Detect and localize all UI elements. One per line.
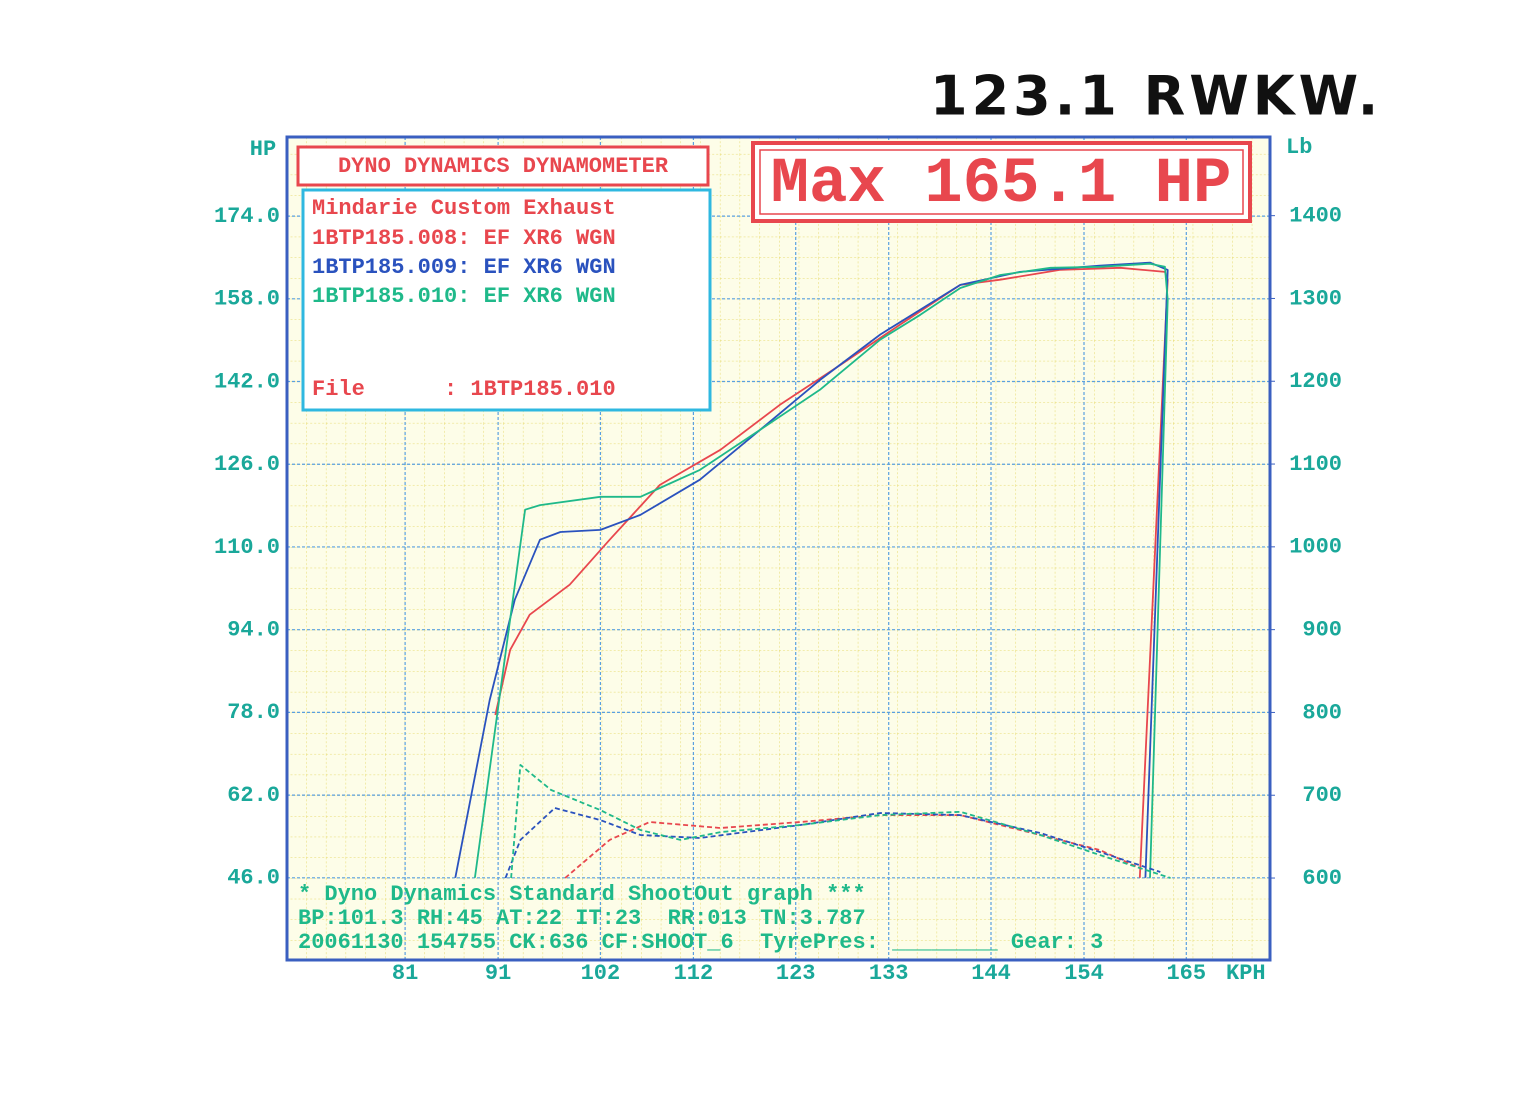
footer-line: * Dyno Dynamics Standard ShootOut graph …: [298, 882, 866, 907]
x-tick-label: 165: [1166, 961, 1206, 986]
footer-line: 20061130 154755 CK:636 CF:SHOOT_6 TyrePr…: [298, 930, 1103, 955]
annotation: 123.1 RWKW.: [930, 65, 1382, 128]
x-tick-label: 81: [392, 961, 418, 986]
torque-line: [504, 807, 1161, 879]
plot-frame: [285, 135, 1272, 962]
y2-tick-label: 1200: [1289, 369, 1342, 394]
y2-axis-label: Lb: [1286, 135, 1312, 160]
y-tick-label: 94.0: [227, 617, 280, 642]
x-tick-label: 144: [971, 961, 1011, 986]
title-box: [296, 145, 710, 187]
y-tick-label: 174.0: [214, 204, 280, 229]
y-tick-label: 142.0: [214, 369, 280, 394]
lines: [454, 261, 1171, 879]
x-tick-label: 154: [1064, 961, 1104, 986]
legend-entry: 1BTP185.008: EF XR6 WGN: [312, 226, 616, 251]
y-tick-label: 46.0: [227, 866, 280, 891]
y-tick-label: 62.0: [227, 783, 280, 808]
subtitle: Mindarie Custom Exhaust: [312, 196, 616, 221]
x-tick-label: 112: [674, 961, 714, 986]
power-line: [474, 262, 1169, 878]
file-line: File : 1BTP185.010: [312, 377, 616, 402]
y2-tick-label: 1000: [1289, 535, 1342, 560]
headline-box-inner: [759, 149, 1244, 215]
headline: Max 165.1 HP: [771, 149, 1232, 221]
torque-line: [564, 814, 1141, 879]
headline-box: [751, 141, 1252, 223]
y-tick-label: 110.0: [214, 535, 280, 560]
y-tick-label: 158.0: [214, 287, 280, 312]
grid: [287, 137, 1270, 960]
x-tick-label: 133: [869, 961, 909, 986]
legend-entry: 1BTP185.010: EF XR6 WGN: [312, 284, 616, 309]
x-tick-label: 102: [581, 961, 621, 986]
info-box: [301, 188, 712, 412]
y2-tick-label: 600: [1302, 866, 1342, 891]
y2-tick-label: 700: [1302, 783, 1342, 808]
legend-entry: 1BTP185.009: EF XR6 WGN: [312, 255, 616, 280]
y-axis-label: HP: [250, 137, 276, 162]
x-tick-label: 123: [776, 961, 816, 986]
y2-tick-label: 800: [1302, 700, 1342, 725]
y-tick-label: 126.0: [214, 452, 280, 477]
torque-line: [510, 764, 1171, 879]
chart-title: DYNO DYNAMICS DYNAMOMETER: [338, 154, 669, 179]
y2-tick-label: 900: [1302, 617, 1342, 642]
y2-tick-label: 1400: [1289, 203, 1342, 228]
legend: 1BTP185.008: EF XR6 WGN 1BTP185.009: EF X…: [312, 226, 616, 309]
y2-tick-label: 1100: [1289, 452, 1342, 477]
x-axis-label: KPH: [1226, 961, 1266, 986]
y-tick-label: 78.0: [227, 700, 280, 725]
y2-tick-label: 1300: [1289, 286, 1342, 311]
x-tick-label: 91: [485, 961, 511, 986]
footer-line: BP:101.3 RH:45 AT:22 IT:23 RR:013 TN:3.7…: [298, 906, 866, 931]
